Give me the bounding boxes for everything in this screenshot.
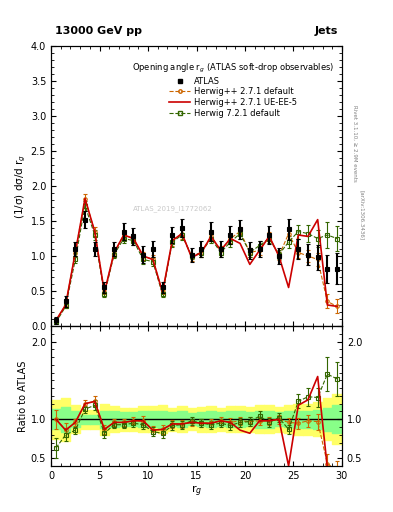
X-axis label: r$_g$: r$_g$ xyxy=(191,483,202,499)
Legend: ATLAS, Herwig++ 2.7.1 default, Herwig++ 2.7.1 UE-EE-5, Herwig 7.2.1 default: ATLAS, Herwig++ 2.7.1 default, Herwig++ … xyxy=(129,59,338,121)
Text: [arXiv:1306.3436]: [arXiv:1306.3436] xyxy=(360,190,365,240)
Y-axis label: (1/σ) dσ/d r$_g$: (1/σ) dσ/d r$_g$ xyxy=(13,154,28,219)
Text: 13000 GeV pp: 13000 GeV pp xyxy=(55,26,142,36)
Text: Jets: Jets xyxy=(315,26,338,36)
Y-axis label: Ratio to ATLAS: Ratio to ATLAS xyxy=(18,360,28,432)
Text: ATLAS_2019_I1772062: ATLAS_2019_I1772062 xyxy=(133,205,213,212)
Text: Rivet 3.1.10, ≥ 2.9M events: Rivet 3.1.10, ≥ 2.9M events xyxy=(352,105,357,182)
